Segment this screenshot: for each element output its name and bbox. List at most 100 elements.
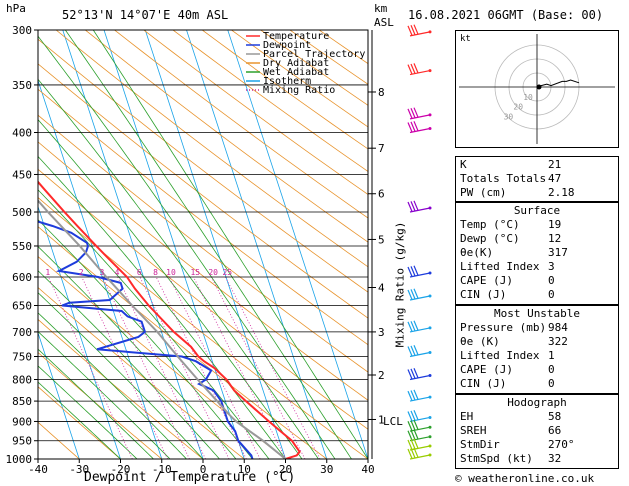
pressure-tick-label: 400 (12, 127, 32, 140)
legend-label: Mixing Ratio (263, 85, 335, 96)
table-value: 32 (548, 452, 562, 465)
lcl-label: LCL (383, 415, 403, 428)
table-row: CIN (J) 0 (456, 377, 618, 391)
dry-adiabat (38, 351, 163, 459)
legend-label: Dewpoint (263, 40, 311, 51)
datetime-label: 16.08.2021 06GMT (Base: 00) (408, 8, 604, 22)
pressure-tick-label: 600 (12, 271, 32, 284)
table-key: CAPE (J) (460, 363, 513, 376)
mixing-ratio-axis-label: Mixing Ratio (g/kg) (393, 221, 407, 348)
table-value: 317 (548, 246, 568, 259)
mixing-ratio-line (102, 276, 190, 459)
wet-adiabat (38, 348, 154, 459)
table-row: K 21 (456, 158, 618, 172)
wet-adiabat (38, 365, 138, 459)
dry-adiabat (143, 30, 368, 195)
km-tick-label: 4 (378, 282, 385, 295)
temp-tick-label: 30 (320, 463, 333, 476)
table-key: CIN (J) (460, 288, 507, 301)
wind-barb (407, 429, 432, 442)
wind-barb (407, 368, 432, 381)
surface-table: Surface Temp (°C) 19 Dewp (°C) 12 θe(K) 317 Li… (455, 202, 619, 305)
table-key: K (460, 158, 467, 171)
wind-barb (407, 121, 432, 134)
pressure-tick-label: 500 (12, 206, 32, 219)
temp-tick-label: 20 (279, 463, 292, 476)
wind-barb (407, 447, 432, 460)
table-row: EH 58 (456, 410, 618, 424)
dry-adiabat (38, 318, 204, 459)
table-key: Lifted Index (460, 349, 540, 362)
mixing-ratio-label: 15 (190, 268, 200, 277)
wind-barb (407, 265, 432, 278)
mixing-ratio-line (155, 276, 247, 459)
mixing-ratio-label: 1 (45, 268, 50, 277)
pressure-tick-label: 850 (12, 395, 32, 408)
table-key: θe (K) (460, 335, 500, 348)
x-axis-label: Dewpoint / Temperature (°C) (84, 470, 296, 485)
table-row: Pressure (mb) 984 (456, 321, 618, 335)
mixing-ratio-label: 3 (99, 268, 104, 277)
table-value: 0 (548, 363, 555, 376)
pressure-tick-label: 900 (12, 415, 32, 428)
table-value: 322 (548, 335, 568, 348)
table-row: CAPE (J) 0 (456, 363, 618, 377)
dewpoint-line (38, 220, 254, 459)
dry-adiabat (38, 38, 368, 293)
hodograph-kt-label: kt (460, 34, 471, 44)
hodograph-ring-label: 10 (523, 93, 533, 102)
wind-barb (407, 419, 432, 432)
table-key: Temp (°C) (460, 218, 520, 231)
temp-tick-label: 40 (361, 463, 374, 476)
wind-barb (407, 438, 432, 451)
table-row: Temp (°C) 19 (456, 218, 618, 232)
pressure-tick-label: 300 (12, 24, 32, 37)
table-row: Totals Totals 47 (456, 172, 618, 186)
mixing-ratio-label: 2 (79, 268, 84, 277)
isotherm-line (186, 30, 328, 459)
unstable-table: Most Unstable Pressure (mb) 984 θe (K) 322 L… (455, 305, 619, 394)
unstable-title: Most Unstable (493, 307, 581, 320)
table-key: SREH (460, 424, 487, 437)
mixing-ratio-line (225, 276, 321, 459)
table-key: CIN (J) (460, 377, 507, 390)
table-row: PW (cm) 2.18 (456, 186, 618, 200)
table-value: 0 (548, 377, 555, 390)
table-value: 270° (548, 438, 575, 451)
mixing-ratio-label: 8 (153, 268, 158, 277)
temp-tick-label: -20 (111, 463, 131, 476)
hodograph-ring-label: 30 (504, 112, 514, 121)
pressure-tick-label: 800 (12, 373, 32, 386)
table-value: 3 (548, 260, 555, 273)
wind-barb (407, 24, 432, 37)
pressure-tick-label: 1000 (6, 453, 33, 466)
table-key: PW (cm) (460, 186, 507, 199)
wind-barb (407, 320, 432, 333)
legend-label: Wet Adiabat (263, 67, 329, 78)
table-row: StmDir 270° (456, 438, 618, 452)
mixing-ratio-line (139, 276, 230, 459)
table-value: 1 (548, 349, 555, 362)
pressure-tick-label: 350 (12, 79, 32, 92)
wind-barb (407, 410, 432, 423)
mixing-ratio-label: 4 (115, 268, 120, 277)
mixing-ratio-label: 20 (208, 268, 218, 277)
temp-tick-label: 10 (238, 463, 251, 476)
pressure-tick-label: 750 (12, 350, 32, 363)
pressure-tick-label: 700 (12, 326, 32, 339)
table-value: 12 (548, 232, 562, 245)
dry-adiabat (172, 30, 368, 172)
temp-tick-label: 0 (200, 463, 207, 476)
table-row: CAPE (J) 0 (456, 274, 618, 288)
wet-adiabat (38, 312, 187, 459)
legend-label: Parcel Trajectory (263, 49, 365, 60)
pressure-tick-label: 950 (12, 435, 32, 448)
km-tick-label: 7 (378, 142, 385, 155)
isotherm-line (62, 30, 204, 459)
pressure-tick-label: 650 (12, 300, 32, 313)
dry-adiabat (114, 30, 368, 219)
km-tick-label: 1 (378, 413, 385, 426)
pressure-tick-label: 450 (12, 168, 32, 181)
parcel-trajectory-line (38, 199, 287, 459)
